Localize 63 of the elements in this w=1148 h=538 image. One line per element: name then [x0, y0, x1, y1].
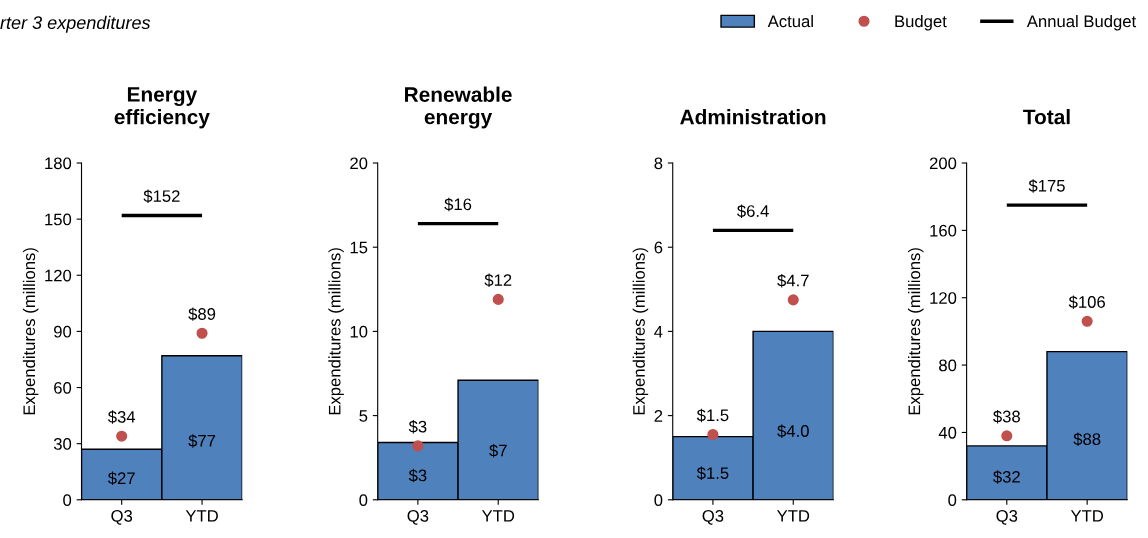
chart-title: Total [1023, 109, 1070, 125]
legend-label: Annual Budget [1026, 15, 1137, 31]
y-tick-label: 180 [45, 157, 72, 170]
x-tick-label: YTD [1070, 510, 1104, 522]
y-tick-label: 60 [54, 381, 72, 394]
legend-label: Actual [767, 15, 813, 28]
x-tick-label: Q3 [407, 509, 429, 525]
y-tick-label: 120 [45, 269, 72, 282]
y-tick-label: 0 [948, 494, 957, 507]
y-tick-label: 30 [53, 438, 72, 450]
y-tick-label: 2 [654, 410, 663, 422]
x-tick-label: YTD [776, 510, 810, 522]
chart-title: Energy efficiency [114, 87, 210, 129]
data-label: $34 [107, 410, 136, 424]
legend-label: Budget [895, 15, 947, 31]
data-label: $175 [1028, 179, 1065, 193]
text: rter 3 expenditures [0, 15, 151, 33]
data-label: $16 [444, 197, 472, 212]
data-label: $6.4 [737, 204, 769, 218]
y-tick-label: 15 [350, 241, 368, 254]
y-tick-label: 20 [350, 157, 368, 170]
y-tick-label: 200 [929, 157, 957, 170]
y-tick-label: 120 [930, 292, 957, 304]
x-tick-label: Q3 [996, 509, 1018, 525]
y-tick-label: 6 [654, 241, 663, 254]
data-label: $4.7 [777, 273, 809, 288]
y-tick-label: 0 [359, 494, 368, 507]
data-label: $1.5 [696, 408, 729, 423]
y-tick-label: 0 [63, 494, 72, 507]
x-tick-label: YTD [185, 510, 218, 522]
y-tick-label: 90 [54, 325, 72, 338]
y-tick-label: 150 [45, 213, 72, 226]
y-tick-label: 80 [939, 359, 957, 372]
y-tick-label: 40 [938, 426, 957, 439]
chart-title: Renewable energy [405, 86, 512, 129]
data-label: $89 [188, 307, 216, 321]
x-tick-label: Q3 [111, 509, 133, 525]
y-axis-title: Expenditures (millions) [908, 248, 924, 415]
y-tick-label: 8 [654, 157, 663, 170]
chart-title: Administration [680, 109, 826, 125]
data-label: $106 [1068, 295, 1105, 309]
y-tick-label: 0 [654, 494, 663, 507]
data-label: $27 [107, 471, 135, 486]
data-label: $152 [143, 189, 180, 203]
y-tick-label: 10 [350, 325, 368, 338]
x-tick-label: Q3 [702, 509, 724, 525]
data-label: $3 [408, 468, 427, 483]
data-label: $38 [993, 409, 1020, 424]
x-tick-label: YTD [481, 510, 515, 522]
y-axis-title: Expenditures (millions) [632, 248, 649, 415]
y-tick-label: 4 [654, 325, 663, 338]
data-label: $88 [1073, 432, 1101, 446]
data-label: $3 [408, 420, 427, 434]
data-label: $4.0 [777, 424, 809, 438]
data-label: $12 [484, 273, 512, 288]
y-axis-title: Expenditures (millions) [328, 248, 344, 415]
y-tick-label: 160 [930, 224, 957, 237]
data-label: $1.5 [696, 466, 729, 481]
y-tick-label: 5 [359, 410, 368, 422]
data-label: $32 [993, 470, 1020, 484]
y-axis-title: Expenditures (millions) [22, 248, 39, 415]
data-label: $7 [489, 443, 507, 458]
data-label: $77 [188, 434, 216, 448]
